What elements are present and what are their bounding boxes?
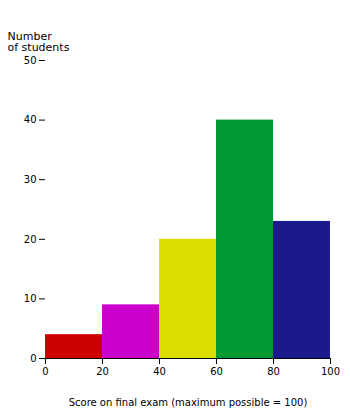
svg-text:Numberof students: Numberof students	[8, 30, 70, 54]
svg-text:100: 100	[321, 366, 340, 377]
svg-text:20: 20	[96, 366, 109, 377]
svg-text:20: 20	[24, 234, 37, 245]
svg-text:30: 30	[24, 174, 37, 185]
svg-text:0: 0	[42, 366, 48, 377]
svg-text:40: 40	[24, 114, 37, 125]
svg-text:80: 80	[267, 366, 280, 377]
svg-text:40: 40	[153, 366, 166, 377]
svg-text:Score on final exam (maximum p: Score on final exam (maximum possible = …	[69, 397, 308, 408]
svg-text:0: 0	[30, 353, 36, 364]
svg-text:60: 60	[210, 366, 223, 377]
svg-text:50: 50	[24, 55, 37, 66]
svg-text:10: 10	[24, 293, 37, 304]
